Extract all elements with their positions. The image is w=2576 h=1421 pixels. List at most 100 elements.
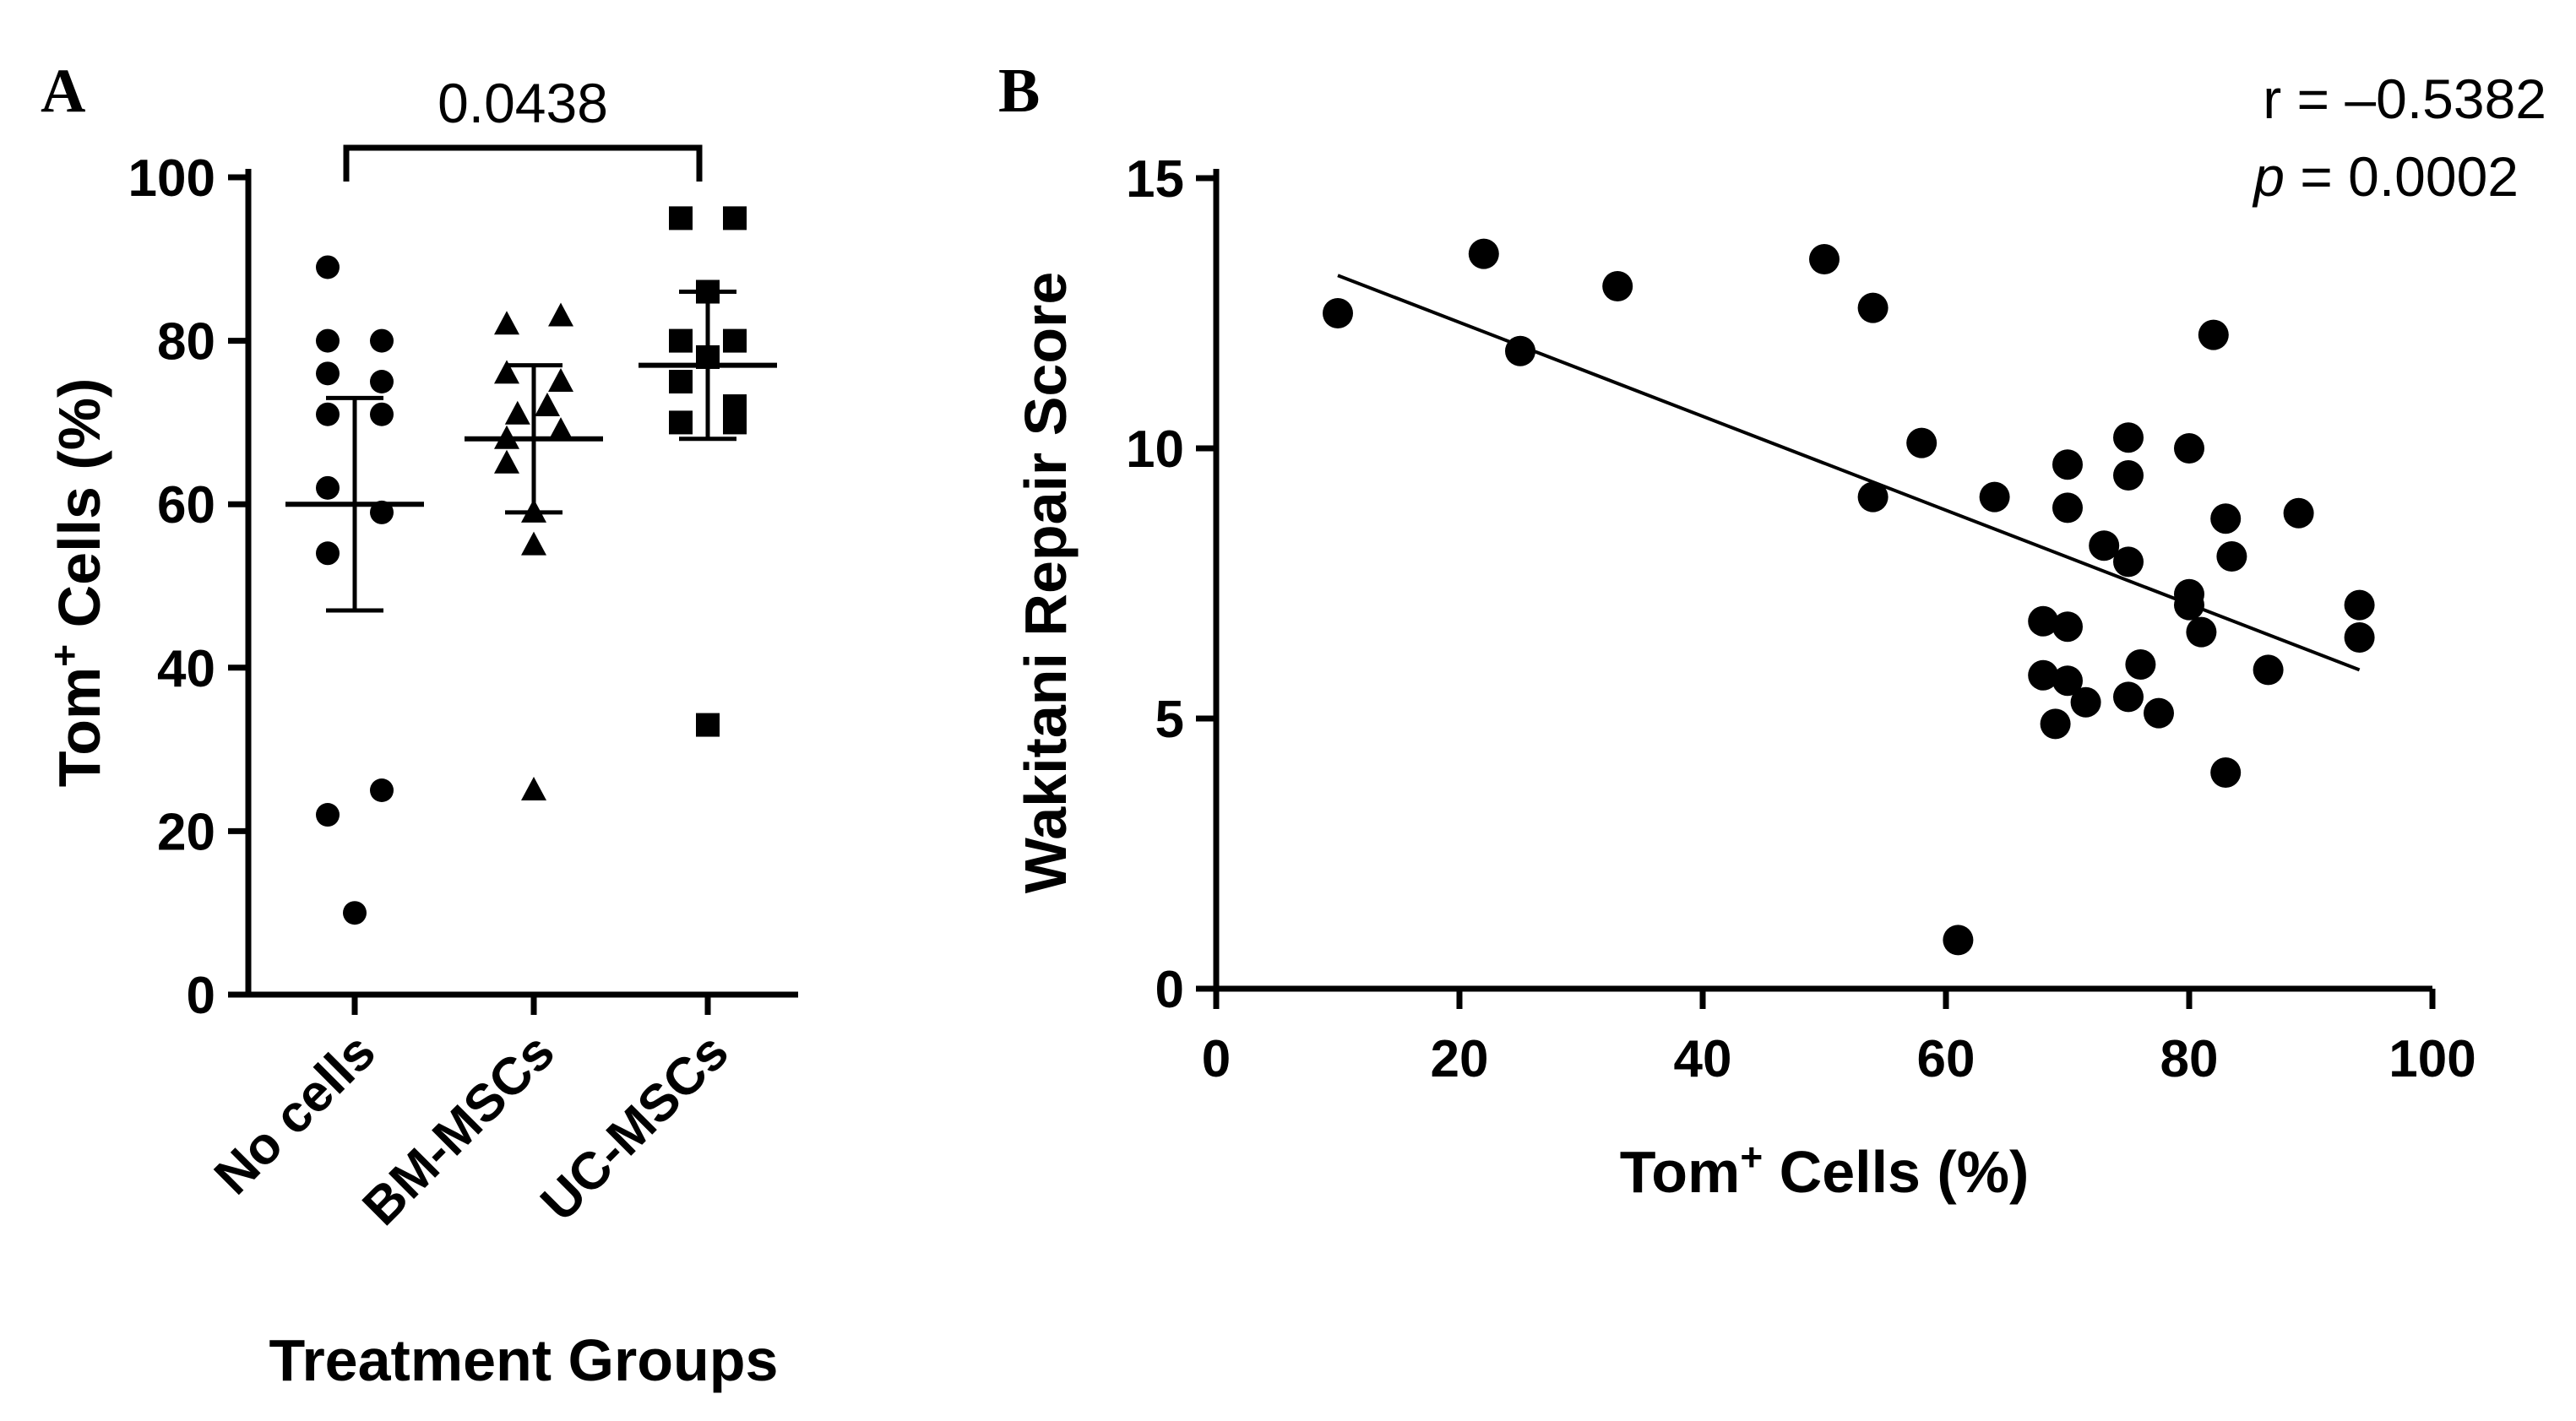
data-point [2253, 654, 2284, 686]
data-point [494, 360, 519, 384]
data-point [2113, 546, 2144, 578]
x-tick-label: 0 [1202, 1030, 1231, 1088]
data-point [2210, 757, 2242, 788]
y-tick-label: 5 [1155, 691, 1184, 749]
data-point [2052, 492, 2083, 523]
data-point [1857, 481, 1889, 513]
data-point [316, 541, 340, 566]
x-tick-label: 40 [1674, 1030, 1732, 1088]
data-point [669, 370, 693, 393]
data-point [2198, 319, 2229, 350]
data-point [535, 393, 560, 417]
panel-b-letter: B [998, 57, 1040, 126]
data-point [1979, 481, 2010, 513]
data-point [2344, 622, 2375, 653]
panel-b-y-ticks: 0 5 10 15 [1126, 150, 1216, 1019]
data-point [1468, 238, 1499, 269]
data-point [2283, 497, 2314, 529]
data-point [521, 531, 546, 556]
data-point [723, 206, 747, 231]
data-point [2028, 605, 2059, 637]
data-point [669, 328, 693, 353]
data-point [1602, 271, 1633, 301]
data-point [1857, 292, 1889, 323]
data-point [2028, 659, 2059, 691]
data-point [2052, 611, 2083, 643]
data-point [2344, 589, 2375, 621]
y-tick-label: 60 [157, 476, 215, 534]
data-point [2186, 616, 2217, 648]
data-point [370, 778, 394, 802]
data-point [494, 311, 519, 335]
data-point [1505, 335, 1535, 366]
data-point [2210, 503, 2242, 534]
y-tick-label: 15 [1126, 150, 1184, 209]
y-tick-label: 0 [1155, 961, 1184, 1019]
data-point [1906, 427, 1937, 458]
data-point [2216, 541, 2247, 572]
data-point [1323, 298, 1353, 328]
panel-a-y-ticks: 0 20 40 60 80 100 [128, 149, 248, 1025]
panel-a-error-bars [285, 290, 777, 613]
data-point [521, 777, 546, 800]
x-tick-label: 100 [2389, 1030, 2475, 1088]
data-point [370, 370, 394, 393]
data-point [723, 410, 747, 435]
data-point [370, 402, 394, 426]
data-point [316, 475, 340, 500]
data-point [669, 410, 693, 435]
data-point [2125, 649, 2156, 680]
significance-bracket: 0.0438 [343, 72, 703, 182]
data-point [1943, 925, 1974, 956]
data-point [316, 803, 340, 827]
data-point [723, 328, 747, 353]
data-point [548, 417, 573, 442]
data-point [2113, 681, 2144, 713]
panel-a-x-axis-title: Treatment Groups [269, 1327, 779, 1393]
panel-b-axes [1213, 169, 2432, 992]
data-point [316, 361, 340, 386]
panel-a-letter: A [41, 57, 85, 126]
data-point [343, 901, 367, 925]
data-point [370, 328, 394, 353]
correlation-p: p = 0.0002 [2252, 145, 2519, 208]
data-point [2052, 665, 2083, 697]
panel-a-points [316, 206, 747, 925]
significance-p-value: 0.0438 [437, 72, 608, 134]
data-point [504, 400, 530, 425]
data-point [548, 368, 573, 392]
y-tick-label: 0 [187, 967, 215, 1025]
x-tick-label: No cells [204, 1022, 387, 1206]
correlation-r: r = –0.5382 [2263, 68, 2546, 130]
data-point [1809, 244, 1840, 274]
panel-b-y-axis-title: Wakitani Repair Score [1013, 272, 1079, 894]
data-point [548, 302, 573, 327]
data-point [2070, 686, 2101, 718]
y-tick-label: 20 [157, 803, 215, 861]
y-tick-label: 10 [1126, 420, 1184, 479]
data-point [2089, 530, 2120, 561]
data-point [2113, 460, 2144, 491]
data-point [2113, 422, 2144, 453]
x-tick-label: UC-MSCs [530, 1022, 740, 1233]
panel-b-points [1323, 238, 2375, 956]
data-point [316, 328, 340, 353]
data-point [2052, 449, 2083, 480]
panel-b-x-ticks: 0 20 40 60 80 100 [1202, 989, 2476, 1088]
x-tick-label: 20 [1431, 1030, 1489, 1088]
x-tick-label: BM-MSCs [352, 1022, 566, 1236]
data-point [696, 713, 720, 737]
data-point [316, 255, 340, 279]
data-point [2040, 708, 2071, 740]
data-point [2144, 697, 2174, 729]
panel-b-x-axis-title: Tom+ Cells (%) [1620, 1135, 2030, 1205]
data-point [2174, 589, 2204, 621]
significance-bracket-line [343, 144, 703, 182]
panel-a-y-axis-title: Tom+ Cells (%) [42, 378, 112, 788]
x-tick-label: 80 [2160, 1030, 2219, 1088]
x-tick-label: 60 [1917, 1030, 1975, 1088]
data-point [669, 206, 693, 231]
